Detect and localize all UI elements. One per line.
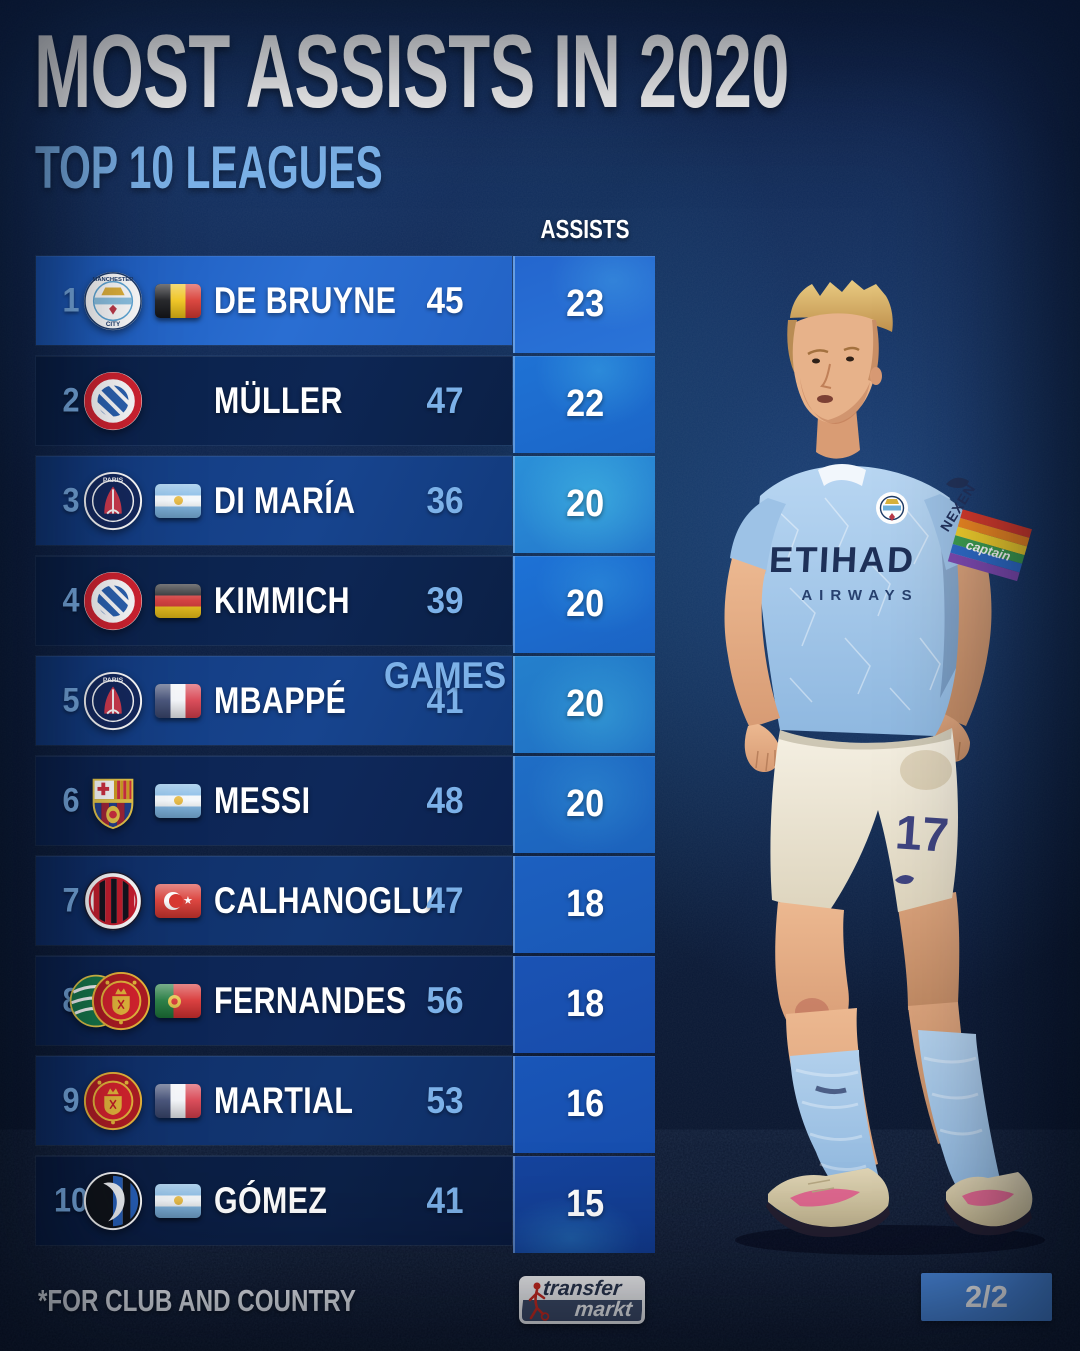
crest-manchester-united-icon — [91, 971, 151, 1030]
jersey-sponsor-text-2: AIRWAYS — [801, 587, 918, 604]
table-row: 2 MÜLLER 47 22 — [36, 356, 660, 456]
flag-france-icon — [155, 683, 201, 718]
transfermarkt-logo: transfer markt — [519, 1276, 645, 1324]
assists-value: 16 — [565, 1083, 605, 1125]
games-value: 47 — [426, 379, 464, 421]
assists-cell: 20 — [513, 556, 655, 653]
games-value: 41 — [426, 1179, 464, 1221]
table-row: 4 KIMMICH 39 20 — [36, 556, 660, 656]
player-name: GÓMEZ — [214, 1179, 328, 1221]
player-face — [792, 313, 878, 424]
assists-cell: 15 — [513, 1156, 655, 1253]
assists-value: 15 — [565, 1183, 605, 1225]
crest-sporting-and-manchester-united-icon — [68, 970, 152, 1032]
player-name: DE BRUYNE — [214, 279, 397, 321]
table-row: 8 FERNANDES 56 18 — [36, 956, 660, 1056]
column-header-assists: ASSISTS — [540, 214, 630, 244]
assists-value: 20 — [565, 783, 605, 825]
player-name: MESSI — [214, 779, 311, 821]
crest-manchester-city-icon: MANCHESTER CITY — [82, 270, 144, 332]
assists-value: 22 — [565, 383, 605, 425]
games-value: 36 — [426, 479, 464, 521]
games-value: 53 — [426, 1079, 464, 1121]
table-row: 6 MESSI 48 20 — [36, 756, 660, 856]
table-row: 9 MARTIAL 53 16 — [36, 1056, 660, 1156]
svg-text:PARIS: PARIS — [103, 477, 124, 484]
player-name: MBAPPÉ — [214, 679, 347, 721]
crest-manchester-united-icon — [82, 1070, 144, 1132]
svg-text:PARIS: PARIS — [103, 677, 124, 684]
flag-argentina-icon — [155, 783, 201, 818]
svg-text:MANCHESTER: MANCHESTER — [93, 277, 135, 283]
assists-value: 18 — [565, 883, 605, 925]
assists-cell: 16 — [513, 1056, 655, 1153]
player-name: MÜLLER — [214, 379, 343, 421]
footnote: *FOR CLUB AND COUNTRY — [38, 1283, 356, 1318]
page-title: MOST ASSISTS IN 2020 — [34, 14, 789, 130]
assists-value: 20 — [565, 683, 605, 725]
column-header-games: GAMES — [383, 654, 507, 696]
flag-belgium-icon — [155, 283, 201, 318]
row-main: 6 MESSI 48 — [36, 756, 512, 845]
games-value: 45 — [426, 279, 464, 321]
assists-cell: 23 — [513, 256, 655, 353]
table-row: 1 MANCHESTER CITY DE BRUYNE 45 23 — [36, 256, 660, 356]
flag-france-icon — [155, 1083, 201, 1118]
crest-ac-milan-icon — [82, 870, 144, 932]
assists-value: 18 — [565, 983, 605, 1025]
games-value: 48 — [426, 779, 464, 821]
assists-value: 20 — [565, 583, 605, 625]
flag-argentina-icon — [155, 483, 201, 518]
row-main: 3 PARIS DI MARÍA 36 — [36, 456, 512, 545]
transfermarkt-player-figure-icon — [528, 1282, 550, 1321]
flag-turkey-icon: ★ — [155, 883, 201, 918]
flag-portugal-icon — [155, 983, 201, 1018]
page-indicator: 2/2 — [964, 1279, 1009, 1314]
table-row: 3 PARIS DI MARÍA 36 20 — [36, 456, 660, 556]
player-name: DI MARÍA — [214, 479, 356, 521]
table-row: 10 GÓMEZ 41 15 — [36, 1156, 660, 1256]
shorts-number: 17 — [893, 806, 950, 863]
crest-bayern-munich-icon — [82, 370, 144, 432]
games-value: 47 — [426, 879, 464, 921]
table-row: 7 ★ CALHANOGLU 47 18 — [36, 856, 660, 956]
row-main: 8 FERNANDES 56 — [36, 956, 512, 1045]
games-value: 39 — [426, 579, 464, 621]
assists-value: 23 — [565, 283, 605, 325]
row-main: 2 MÜLLER 47 — [36, 356, 512, 445]
page-indicator-badge: 2/2 — [921, 1273, 1052, 1321]
row-main: 10 GÓMEZ 41 — [36, 1156, 512, 1245]
player-name: KIMMICH — [214, 579, 351, 621]
crest-psg-icon: PARIS — [82, 670, 144, 732]
crest-atalanta-icon — [82, 1170, 144, 1232]
assists-cell: 18 — [513, 856, 655, 953]
table-row: 5 PARIS MBAPPÉ 41 20 — [36, 656, 660, 756]
row-main: 9 MARTIAL 53 — [36, 1056, 512, 1145]
crest-barcelona-icon — [82, 770, 144, 832]
player-name: FERNANDES — [214, 979, 407, 1021]
crest-bayern-munich-icon — [82, 570, 144, 632]
assists-cell: 18 — [513, 956, 655, 1053]
assists-cell: 22 — [513, 356, 655, 453]
games-value: 56 — [426, 979, 464, 1021]
assists-table: 1 MANCHESTER CITY DE BRUYNE 45 23 2 MÜLLE… — [36, 256, 660, 1256]
row-main: 4 KIMMICH 39 — [36, 556, 512, 645]
player-photo-kevin-de-bruyne: ETIHAD AIRWAYS captain NEXEN — [724, 280, 1045, 1255]
assists-cell: 20 — [513, 756, 655, 853]
flag-argentina-icon — [155, 1183, 201, 1218]
assists-value: 20 — [565, 483, 605, 525]
crest-psg-icon: PARIS — [82, 470, 144, 532]
assists-cell: 20 — [513, 656, 655, 753]
row-main: 7 ★ CALHANOGLU 47 — [36, 856, 512, 945]
page-subtitle: TOP 10 LEAGUES — [35, 134, 383, 201]
flag-germany-icon — [155, 583, 201, 618]
player-name: MARTIAL — [214, 1079, 354, 1121]
row-main: 1 MANCHESTER CITY DE BRUYNE 45 — [36, 256, 512, 345]
jersey-sponsor-text: ETIHAD — [768, 539, 916, 580]
jersey-crest-icon — [876, 492, 908, 524]
svg-text:CITY: CITY — [106, 321, 121, 328]
assists-cell: 20 — [513, 456, 655, 553]
